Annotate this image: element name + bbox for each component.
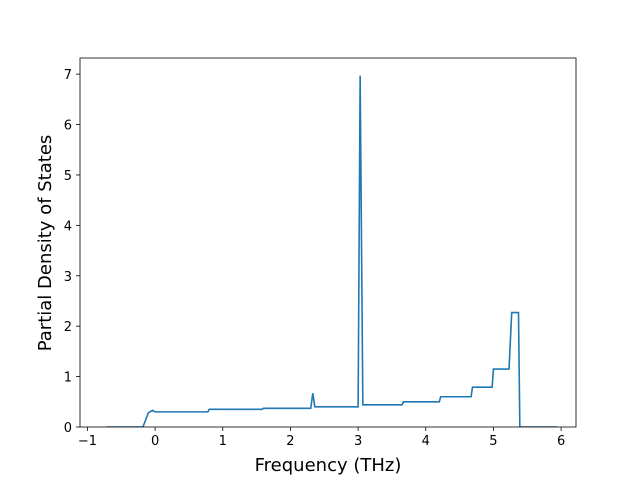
x-tick-label: 3 xyxy=(354,434,362,449)
data-line xyxy=(106,75,558,427)
y-tick-label: 6 xyxy=(64,119,72,134)
y-tick-label: 1 xyxy=(64,371,72,386)
x-tick-label: 4 xyxy=(422,434,430,449)
y-tick-label: 2 xyxy=(64,320,72,335)
y-tick-label: 5 xyxy=(64,169,72,184)
y-tick-label: 7 xyxy=(64,68,72,83)
x-tick-label: 6 xyxy=(557,434,565,449)
x-axis-label: Frequency (THz) xyxy=(255,455,402,476)
x-tick-label: 2 xyxy=(286,434,294,449)
y-tick-label: 3 xyxy=(64,270,72,285)
x-tick-label: 1 xyxy=(219,434,227,449)
y-tick-label: 4 xyxy=(64,219,72,234)
y-tick-label: 0 xyxy=(64,421,72,436)
x-tick-label: −1 xyxy=(78,434,97,449)
x-tick-label: 5 xyxy=(489,434,497,449)
y-axis-label: Partial Density of States xyxy=(35,135,56,352)
x-tick-label: 0 xyxy=(151,434,159,449)
plot-frame xyxy=(79,57,577,428)
